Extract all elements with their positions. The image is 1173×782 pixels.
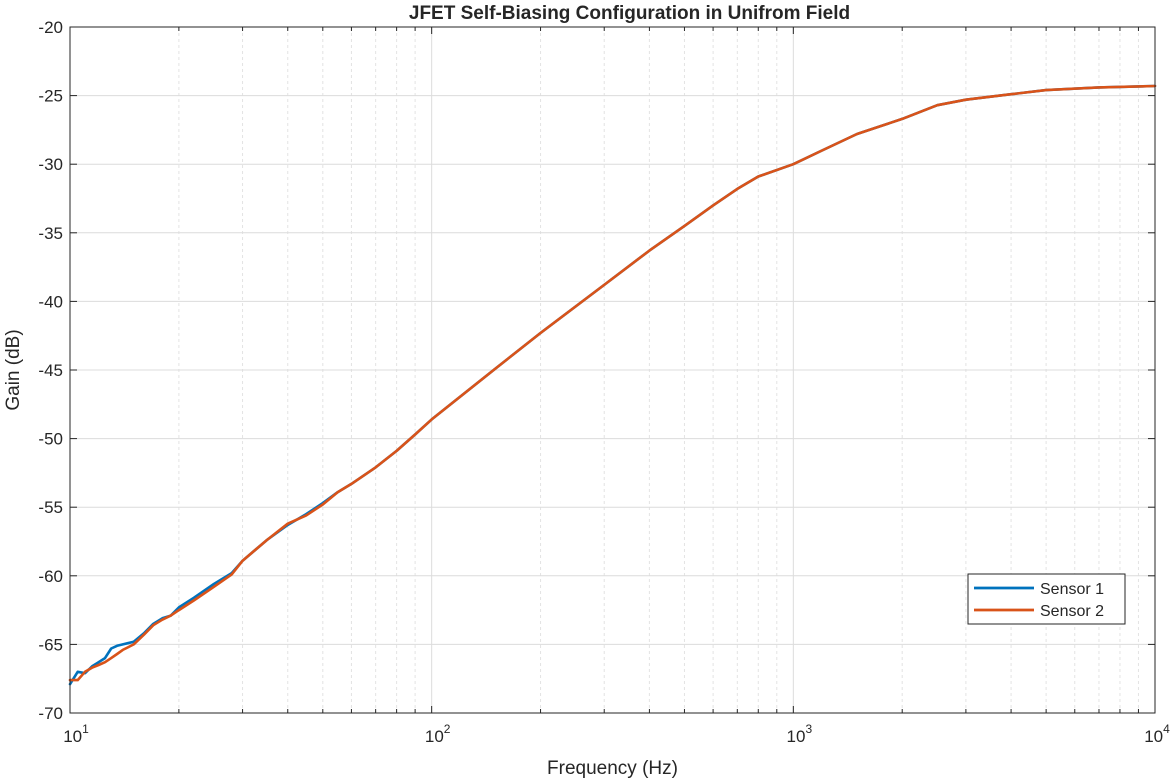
x-tick-label: 101 <box>63 722 89 746</box>
y-tick-label: -65 <box>38 635 63 654</box>
plot-lines <box>68 84 1157 686</box>
y-tick-label: -40 <box>38 292 63 311</box>
x-axis-label: Frequency (Hz) <box>547 758 678 779</box>
legend: Sensor 1 Sensor 2 <box>967 573 1126 625</box>
y-tick-label: -60 <box>38 567 63 586</box>
x-tick-label: 104 <box>1144 722 1170 746</box>
legend-box <box>967 573 1126 625</box>
chart-title: JFET Self-Biasing Configuration in Unifr… <box>409 3 850 24</box>
legend-label-sensor-1: Sensor 1 <box>1040 581 1104 598</box>
y-tick-label: -45 <box>38 361 63 380</box>
y-tick-label: -50 <box>38 430 63 449</box>
series-line-sensor-2 <box>68 84 1157 682</box>
y-axis-label: Gain (dB) <box>3 329 24 410</box>
x-tick-label: 102 <box>425 722 451 746</box>
y-tick-label: -35 <box>38 224 63 243</box>
ticks: -70 -65 -60 -55 -50 -45 -40 -35 -30 -25 -20 101 102 1… <box>38 18 1170 746</box>
y-tick-label: -30 <box>38 155 63 174</box>
y-tick-label: -25 <box>38 87 63 106</box>
y-tick-label: -70 <box>38 704 63 723</box>
legend-label-sensor-2: Sensor 2 <box>1040 603 1104 620</box>
y-tick-label: -55 <box>38 498 63 517</box>
y-tick-label: -20 <box>38 18 63 37</box>
x-tick-label: 103 <box>787 722 813 746</box>
